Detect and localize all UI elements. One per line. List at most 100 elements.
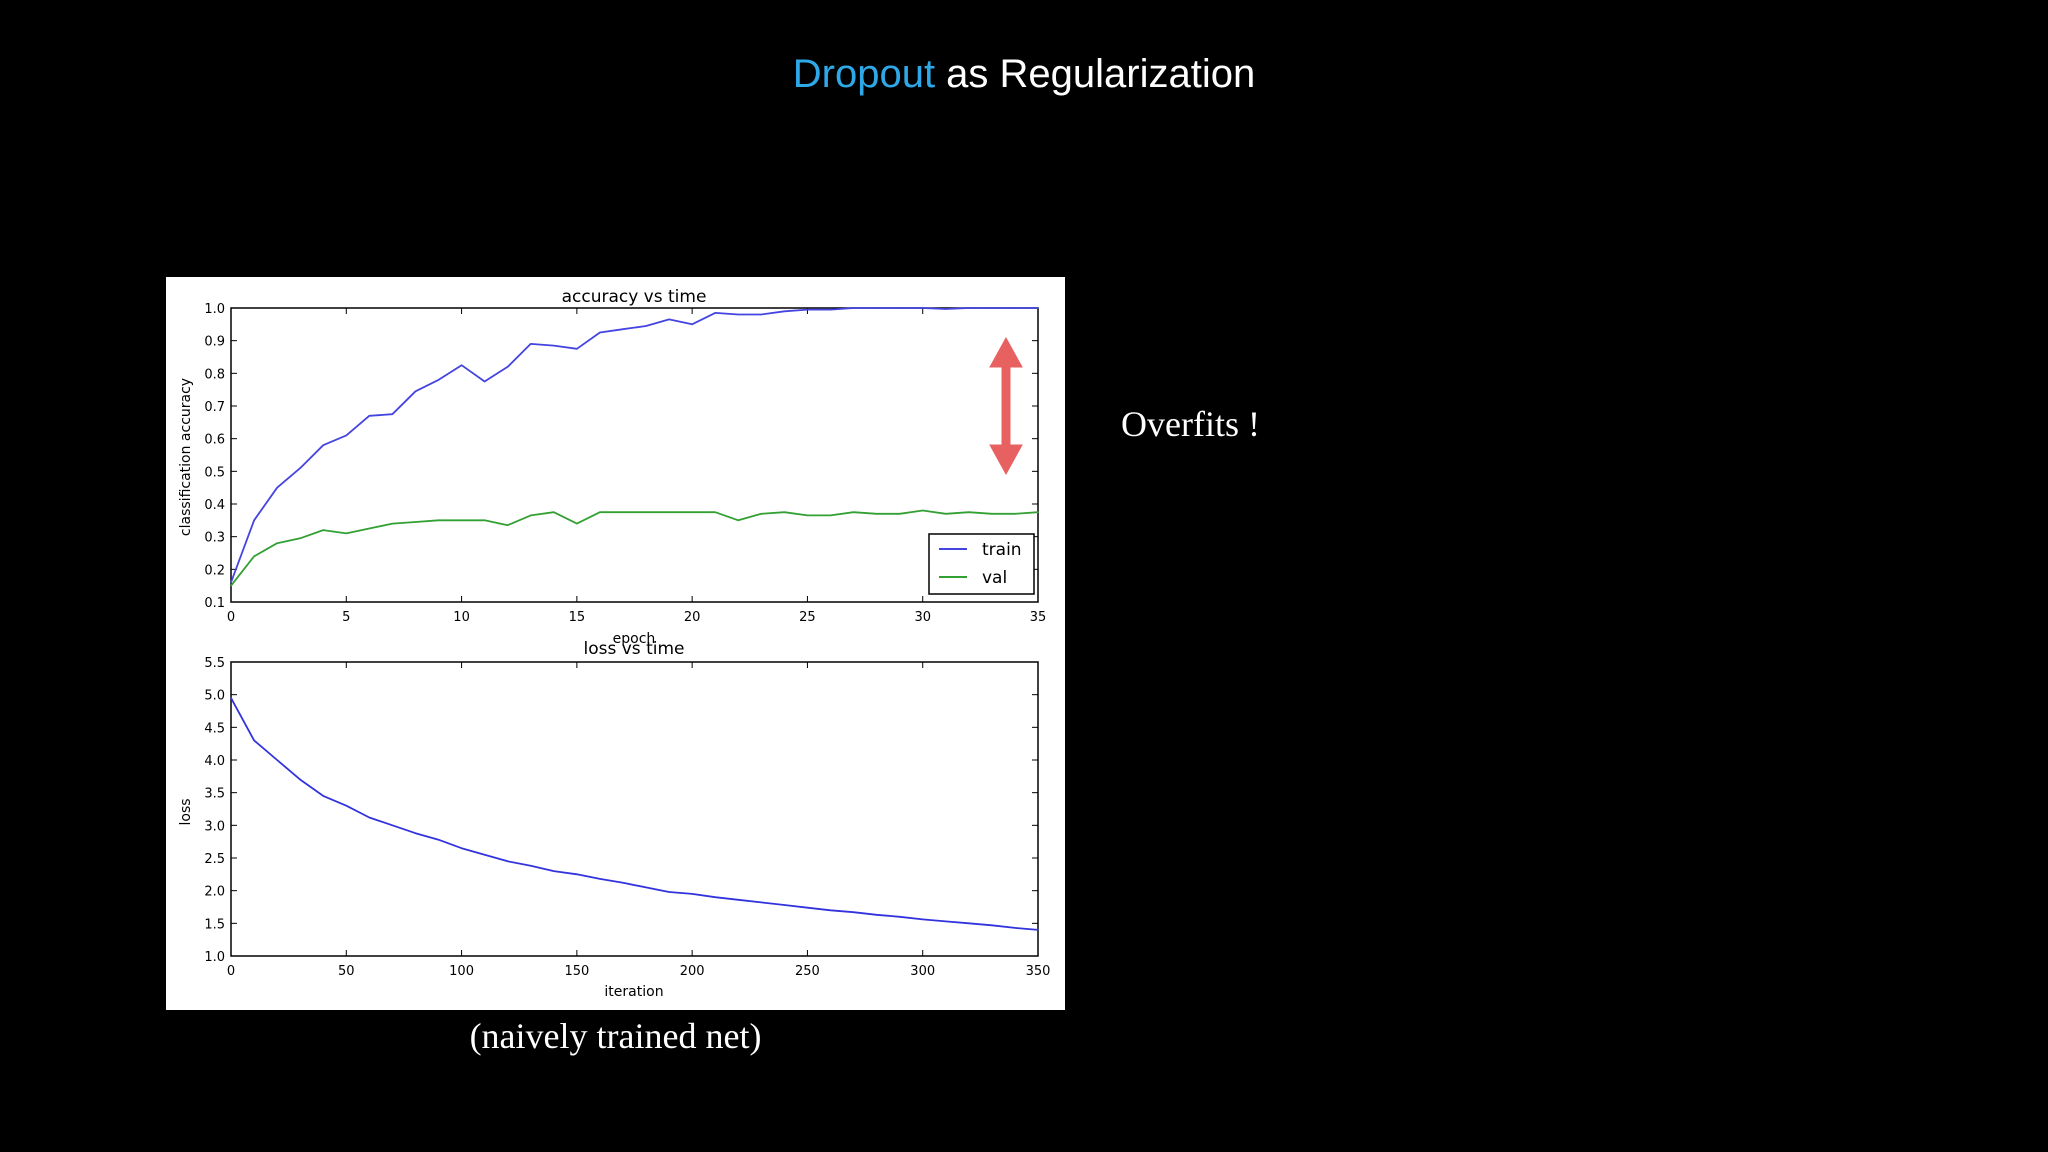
data-point <box>1014 927 1016 929</box>
data-point <box>1037 929 1039 931</box>
data-point <box>737 519 739 521</box>
data-point <box>645 511 647 513</box>
y-tick-label: 4.0 <box>204 754 225 769</box>
data-point <box>829 514 832 516</box>
accuracy-chart-ylabel: classification accuracy <box>178 378 194 536</box>
accuracy-chart-title: accuracy vs time <box>562 287 707 307</box>
data-point <box>345 805 347 807</box>
loss-chart-xlabel: iteration <box>604 984 663 1000</box>
loss-plot-area: 0 50 100 150 200 250 300 350 1.0 1.5 2.0 2.5 3.0 3.5 4… <box>204 656 1050 979</box>
data-point <box>852 911 855 913</box>
data-point <box>391 523 393 525</box>
data-point <box>991 513 993 515</box>
data-point <box>968 307 970 309</box>
x-tick-label: 150 <box>564 964 589 979</box>
x-tick-label: 300 <box>910 964 935 979</box>
series-line-val <box>230 509 1039 587</box>
data-point <box>991 924 993 926</box>
x-tick-label: 20 <box>684 610 701 625</box>
x-tick-label: 25 <box>799 610 816 625</box>
legend-label-train: train <box>982 540 1022 560</box>
slide-title: Dropout as Regularization <box>0 52 2048 97</box>
overfits-note: Overfits ! <box>1121 404 1260 444</box>
data-point <box>276 487 278 489</box>
series-line-train <box>230 307 1038 583</box>
data-point <box>484 380 486 383</box>
data-point <box>668 318 670 320</box>
data-point <box>668 511 670 513</box>
data-point <box>691 511 693 513</box>
data-point <box>645 325 647 327</box>
data-point <box>783 904 786 906</box>
data-point <box>230 581 232 583</box>
y-tick-label: 4.5 <box>204 721 225 736</box>
y-tick-label: 0.3 <box>204 531 225 546</box>
data-point <box>760 901 762 904</box>
data-point <box>760 513 762 515</box>
series-line-chart1-series0 <box>230 697 1039 931</box>
data-point <box>391 413 393 415</box>
data-point <box>599 878 601 880</box>
data-point <box>484 854 486 856</box>
loss-chart-ylabel: loss <box>178 798 194 825</box>
data-point <box>345 532 347 534</box>
data-point <box>437 839 440 841</box>
data-point <box>576 873 578 875</box>
data-point <box>507 366 509 368</box>
y-tick-label: 1.5 <box>204 917 225 932</box>
data-point <box>368 816 370 819</box>
data-point <box>599 331 601 334</box>
data-point <box>1037 307 1039 309</box>
x-tick-label: 10 <box>453 610 470 625</box>
data-point <box>829 309 832 311</box>
data-point <box>806 514 809 516</box>
y-tick-label: 0.6 <box>204 433 225 448</box>
data-point <box>668 891 670 893</box>
data-point <box>576 348 578 350</box>
figure-caption: (naively trained net) <box>469 1016 762 1056</box>
y-tick-label: 2.0 <box>204 885 225 900</box>
accuracy-legend: train val <box>928 533 1035 595</box>
data-point <box>368 415 370 417</box>
data-point <box>530 865 532 867</box>
data-point <box>829 909 832 911</box>
data-point <box>622 511 624 513</box>
overfit-double-arrow <box>989 336 1023 476</box>
data-point <box>1014 513 1016 515</box>
data-point <box>368 527 370 530</box>
slide-title-rest: as Regularization <box>935 52 1256 96</box>
y-tick-label: 0.2 <box>204 563 225 578</box>
data-point <box>414 521 417 523</box>
data-point <box>968 511 970 513</box>
accuracy-chart: accuracy vs time classification accuracy… <box>178 287 1046 647</box>
data-point <box>691 323 693 325</box>
data-point <box>437 379 440 381</box>
data-point <box>391 824 393 826</box>
accuracy-plot-area: 0 5 10 15 20 25 30 35 0.1 0.2 0.3 0.4 0.5 0.6 0.7 0.8 0.… <box>204 302 1046 625</box>
x-tick-label: 250 <box>795 964 820 979</box>
data-point <box>461 364 463 366</box>
data-point <box>622 328 624 330</box>
y-tick-label: 5.5 <box>204 656 225 671</box>
data-point <box>276 759 278 761</box>
data-point <box>737 313 739 316</box>
data-point <box>945 513 947 515</box>
data-point <box>461 519 463 521</box>
data-point <box>299 537 301 539</box>
data-point <box>576 523 578 525</box>
x-tick-label: 0 <box>227 964 235 979</box>
data-point <box>299 467 301 469</box>
data-point <box>322 795 324 797</box>
data-point <box>414 832 417 834</box>
data-point <box>945 308 947 310</box>
data-point <box>622 882 624 884</box>
y-tick-label: 2.5 <box>204 852 225 867</box>
data-point <box>230 697 232 699</box>
data-point <box>530 514 532 516</box>
data-point <box>461 847 463 849</box>
x-tick-label: 30 <box>914 610 931 625</box>
data-point <box>553 345 555 347</box>
y-tick-label: 0.1 <box>204 596 225 611</box>
loss-chart-title: loss vs time <box>584 639 685 659</box>
data-point <box>253 739 255 741</box>
